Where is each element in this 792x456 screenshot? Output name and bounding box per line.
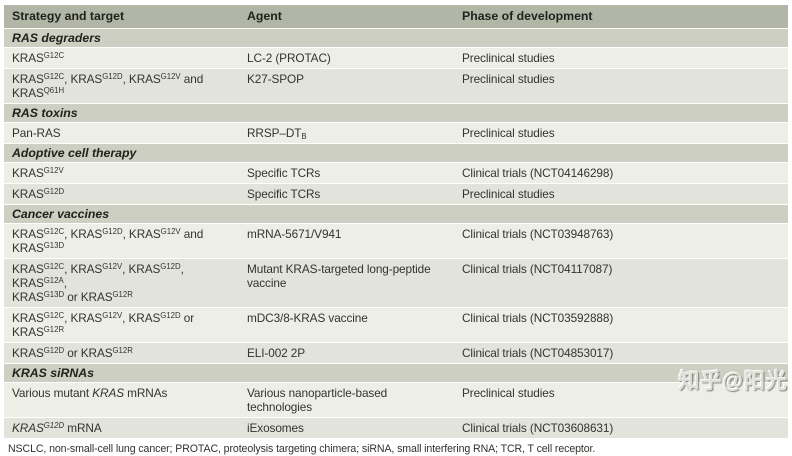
agent-cell: iExosomes — [239, 418, 454, 438]
phase-cell: Clinical trials (NCT03608631) — [454, 418, 788, 438]
strategy-cell: KRASG12V — [4, 163, 239, 183]
section-header-row: RAS toxins — [4, 104, 788, 122]
table-row: KRASG12C, KRASG12V, KRASG12D, KRASG12A, K… — [4, 259, 788, 307]
phase-cell: Clinical trials (NCT04853017) — [454, 343, 788, 363]
table-footnote: NSCLC, non-small-cell lung cancer; PROTA… — [8, 443, 596, 455]
section-header-row: KRAS siRNAs — [4, 364, 788, 382]
table-header-row: Strategy and target Agent Phase of devel… — [4, 5, 788, 28]
strategy-cell: KRASG12D mRNA — [4, 418, 239, 438]
agent-cell: mRNA-5671/V941 — [239, 224, 454, 258]
table-row: Pan-RAS RRSP–DTB Preclinical studies — [4, 123, 788, 143]
strategy-cell: KRASG12D or KRASG12R — [4, 343, 239, 363]
table-row: KRASG12C, KRASG12V, KRASG12D or KRASG12R… — [4, 308, 788, 342]
table-row: KRASG12D Specific TCRs Preclinical studies — [4, 184, 788, 204]
section-title: RAS toxins — [4, 104, 788, 122]
strategy-cell: KRASG12C, KRASG12D, KRASG12V and KRASQ61… — [4, 69, 239, 103]
phase-cell: Clinical trials (NCT04117087) — [454, 259, 788, 307]
agent-cell: mDC3/8-KRAS vaccine — [239, 308, 454, 342]
agent-cell: Specific TCRs — [239, 184, 454, 204]
table-row: KRASG12C LC-2 (PROTAC) Preclinical studies — [4, 48, 788, 68]
strategy-cell: KRASG12C — [4, 48, 239, 68]
section-title: RAS degraders — [4, 29, 788, 47]
column-header-strategy: Strategy and target — [4, 5, 239, 28]
phase-cell: Preclinical studies — [454, 123, 788, 143]
table-row: Various mutant KRAS mRNAs Various nanopar… — [4, 383, 788, 417]
table-row: KRASG12V Specific TCRs Clinical trials (NC… — [4, 163, 788, 183]
table-row: KRASG12D or KRASG12R ELI-002 2P Clinical t… — [4, 343, 788, 363]
phase-cell: Clinical trials (NCT04146298) — [454, 163, 788, 183]
agent-cell: K27-SPOP — [239, 69, 454, 103]
phase-cell: Preclinical studies — [454, 69, 788, 103]
strategy-cell: KRASG12D — [4, 184, 239, 204]
agent-cell: RRSP–DTB — [239, 123, 454, 143]
agent-cell: Specific TCRs — [239, 163, 454, 183]
table-row: KRASG12C, KRASG12D, KRASG12V and KRASG13… — [4, 224, 788, 258]
phase-cell: Preclinical studies — [454, 184, 788, 204]
agent-cell: ELI-002 2P — [239, 343, 454, 363]
kras-strategies-table: Strategy and target Agent Phase of devel… — [4, 4, 788, 439]
phase-cell: Clinical trials (NCT03948763) — [454, 224, 788, 258]
strategy-cell: KRASG12C, KRASG12D, KRASG12V and KRASG13… — [4, 224, 239, 258]
phase-cell: Preclinical studies — [454, 383, 788, 417]
phase-cell: Preclinical studies — [454, 48, 788, 68]
section-title: Cancer vaccines — [4, 205, 788, 223]
column-header-phase: Phase of development — [454, 5, 788, 28]
section-header-row: RAS degraders — [4, 29, 788, 47]
strategy-cell: Pan-RAS — [4, 123, 239, 143]
section-title: KRAS siRNAs — [4, 364, 788, 382]
agent-cell: Mutant KRAS-targeted long-peptide vaccine — [239, 259, 454, 307]
agent-cell: LC-2 (PROTAC) — [239, 48, 454, 68]
column-header-agent: Agent — [239, 5, 454, 28]
section-title: Adoptive cell therapy — [4, 144, 788, 162]
strategy-cell: Various mutant KRAS mRNAs — [4, 383, 239, 417]
strategy-cell: KRASG12C, KRASG12V, KRASG12D or KRASG12R — [4, 308, 239, 342]
strategy-cell: KRASG12C, KRASG12V, KRASG12D, KRASG12A, K… — [4, 259, 239, 307]
phase-cell: Clinical trials (NCT03592888) — [454, 308, 788, 342]
section-header-row: Adoptive cell therapy — [4, 144, 788, 162]
table-row: KRASG12D mRNA iExosomes Clinical trials (N… — [4, 418, 788, 438]
table-row: KRASG12C, KRASG12D, KRASG12V and KRASQ61… — [4, 69, 788, 103]
section-header-row: Cancer vaccines — [4, 205, 788, 223]
agent-cell: Various nanoparticle-based technologies — [239, 383, 454, 417]
